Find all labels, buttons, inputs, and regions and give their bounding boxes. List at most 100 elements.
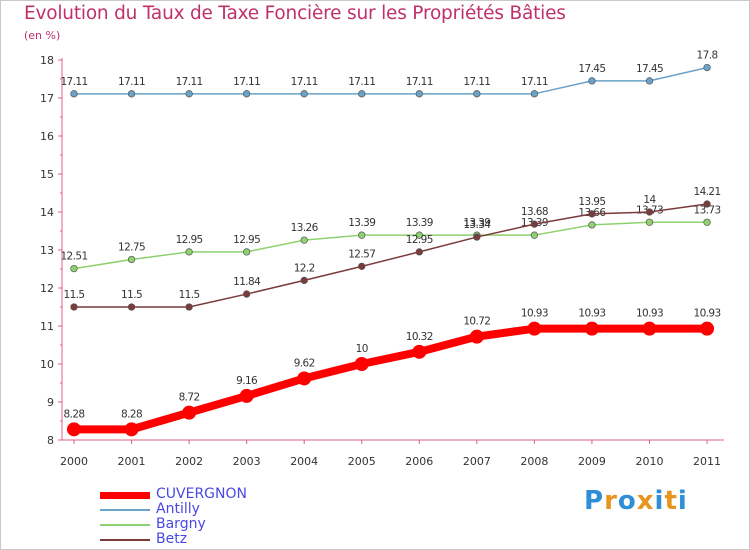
data-point-bargny <box>185 248 193 256</box>
data-point-betz <box>242 290 251 298</box>
series-line-betz <box>73 203 708 308</box>
data-point-cuvergnon <box>354 357 369 371</box>
y-tick-label: 15 <box>40 168 54 181</box>
x-tick-label: 2001 <box>118 455 146 468</box>
logo-letter: t <box>664 486 678 516</box>
data-point-antilly <box>703 63 711 72</box>
data-point-betz <box>703 200 711 208</box>
logo-letter: i <box>677 486 688 516</box>
data-point-cuvergnon <box>124 422 139 437</box>
data-label-betz: 11.5 <box>121 289 142 301</box>
data-label-bargny: 13.39 <box>348 217 375 229</box>
logo-letter: r <box>604 486 618 516</box>
x-tick-label: 2003 <box>233 455 261 468</box>
data-point-antilly <box>645 77 654 85</box>
y-tick-label: 10 <box>40 358 54 371</box>
legend-label-betz: Betz <box>156 531 188 547</box>
data-label-antilly: 17.11 <box>233 76 260 88</box>
data-point-bargny <box>242 248 251 256</box>
data-label-cuvergnon: 10.93 <box>694 308 721 320</box>
data-point-bargny <box>645 218 654 226</box>
data-label-betz: 13.68 <box>521 206 548 218</box>
legend-label-cuvergnon: CUVERGNON <box>156 486 247 502</box>
data-point-betz <box>358 262 366 270</box>
data-point-bargny <box>127 255 136 264</box>
data-point-antilly <box>242 90 251 98</box>
data-point-betz <box>588 210 596 218</box>
data-point-antilly <box>358 90 366 98</box>
data-label-antilly: 17.45 <box>578 63 605 75</box>
data-label-betz: 12.95 <box>406 234 433 246</box>
data-label-betz: 13.34 <box>463 219 491 231</box>
data-label-cuvergnon: 9.16 <box>236 375 258 387</box>
series-line-cuvergnon <box>70 324 712 434</box>
data-label-antilly: 17.11 <box>521 76 548 88</box>
data-point-betz <box>70 303 78 311</box>
data-label-bargny: 13.39 <box>406 217 433 229</box>
x-tick-label: 2005 <box>348 455 376 468</box>
data-label-cuvergnon: 10.93 <box>578 308 605 320</box>
y-tick-label: 18 <box>40 54 54 67</box>
legend-swatch-antilly <box>100 509 150 511</box>
y-tick-label: 11 <box>40 320 54 333</box>
data-label-bargny: 13.73 <box>694 204 721 216</box>
data-point-antilly <box>588 77 596 85</box>
logo-letter: o <box>617 486 637 516</box>
x-tick-label: 2000 <box>60 455 88 468</box>
data-point-betz <box>127 303 136 311</box>
data-point-cuvergnon <box>469 329 484 344</box>
legend-label-antilly: Antilly <box>156 501 200 517</box>
y-tick-label: 9 <box>47 396 54 409</box>
data-label-antilly: 17.11 <box>118 76 145 88</box>
y-tick-label: 16 <box>40 130 54 143</box>
data-label-bargny: 13.39 <box>463 217 490 229</box>
data-point-betz <box>473 233 481 241</box>
x-tick-label: 2006 <box>405 455 433 468</box>
logo-letter: i <box>654 486 665 516</box>
data-point-bargny <box>70 264 78 273</box>
data-label-antilly: 17.11 <box>348 76 375 88</box>
data-label-bargny: 12.75 <box>118 242 145 254</box>
data-label-bargny: 13.26 <box>291 222 319 234</box>
x-tick-label: 2008 <box>520 455 548 468</box>
data-point-antilly <box>300 90 308 98</box>
data-point-betz <box>645 208 654 216</box>
data-point-cuvergnon <box>527 321 542 336</box>
data-point-bargny <box>703 218 711 226</box>
data-point-cuvergnon <box>412 344 427 359</box>
data-point-betz <box>300 276 308 285</box>
data-label-cuvergnon: 8.28 <box>64 408 85 420</box>
data-label-cuvergnon: 8.28 <box>121 408 142 420</box>
proxiti-logo: Proxiti <box>584 486 688 516</box>
x-tick-label: 2010 <box>636 455 664 468</box>
series-line-bargny <box>73 221 708 270</box>
data-point-betz <box>185 303 193 311</box>
data-point-cuvergnon <box>297 371 312 386</box>
data-label-betz: 14.21 <box>694 186 721 198</box>
y-axis-unit-label: (en %) <box>24 29 61 42</box>
data-label-cuvergnon: 10.72 <box>463 316 490 328</box>
x-tick-label: 2007 <box>463 455 491 468</box>
legend-swatch-bargny <box>100 524 150 526</box>
data-label-antilly: 17.11 <box>60 76 87 88</box>
data-point-bargny <box>300 236 308 244</box>
data-point-bargny <box>588 221 596 229</box>
data-point-cuvergnon <box>67 422 81 437</box>
data-label-cuvergnon: 9.62 <box>294 357 315 369</box>
data-point-antilly <box>127 90 136 98</box>
data-point-antilly <box>415 90 423 98</box>
data-label-cuvergnon: 10.32 <box>406 331 433 343</box>
x-tick-label: 2011 <box>693 455 721 468</box>
y-tick-label: 8 <box>47 434 54 447</box>
data-point-antilly <box>473 90 481 98</box>
data-point-cuvergnon <box>700 321 715 336</box>
data-point-bargny <box>530 231 539 239</box>
logo-letter: P <box>584 486 605 516</box>
data-label-antilly: 17.11 <box>291 76 318 88</box>
data-point-bargny <box>415 231 423 239</box>
data-point-cuvergnon <box>239 388 254 403</box>
data-label-cuvergnon: 10.93 <box>521 308 548 320</box>
data-label-antilly: 17.8 <box>697 50 718 62</box>
